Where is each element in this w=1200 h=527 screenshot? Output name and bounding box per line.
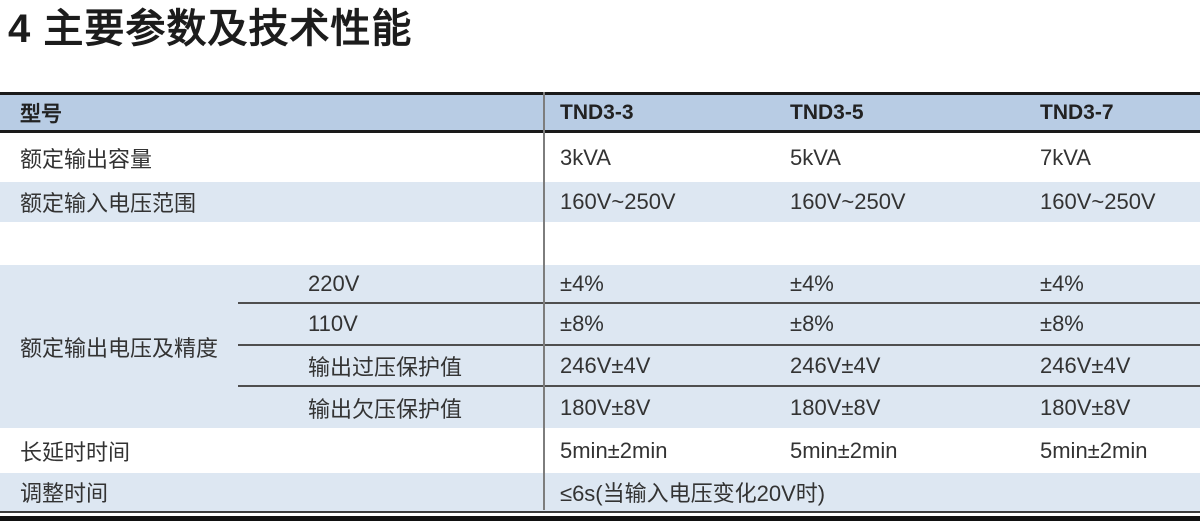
value-cell: 160V~250V <box>560 189 676 214</box>
value-cell: 160V~250V <box>790 189 906 214</box>
value-cell: 5min±2min <box>560 437 668 463</box>
column-divider-line <box>543 92 545 510</box>
value-cell: ±4% <box>560 270 604 296</box>
value-cell: 5min±2min <box>790 437 898 463</box>
subrow-220v: 220V ±4% ±4% ±4% <box>238 265 1200 304</box>
header-column-tnd3-5: TND3-5 <box>790 100 864 124</box>
value-cell: 180V±8V <box>1040 394 1131 420</box>
value-cell: 3kVA <box>560 144 611 170</box>
subrow-label: 110V <box>308 311 358 336</box>
header-column-tnd3-3: TND3-3 <box>560 100 634 124</box>
subrow-values: 246V±4V 246V±4V 246V±4V <box>545 346 1200 385</box>
value-cell: 180V±8V <box>790 394 881 420</box>
subrow-values: ±8% ±8% ±8% <box>545 304 1200 344</box>
value-cell: 246V±4V <box>1040 352 1131 378</box>
row-long-delay-time: 长延时时间 5min±2min 5min±2min 5min±2min <box>0 428 1200 473</box>
subrow-label: 输出过压保护值 <box>308 354 463 380</box>
value-cell: 5kVA <box>790 144 841 170</box>
value-cell: ±8% <box>790 311 834 336</box>
table-bottom-spacer <box>0 513 1200 516</box>
subrow-values: ±4% ±4% ±4% <box>545 265 1200 302</box>
subrow-overvoltage-protection: 输出过压保护值 246V±4V 246V±4V 246V±4V <box>238 346 1200 387</box>
row-values: 160V~250V 160V~250V 160V~250V <box>545 182 1200 222</box>
group-subrows: 220V ±4% ±4% ±4% 110V ±8% ±8% ±8% 输出过压保护… <box>238 265 1200 428</box>
table-bottom-thin-border <box>0 511 1200 513</box>
row-empty-spacer <box>0 222 1200 265</box>
subrow-values: 180V±8V 180V±8V 180V±8V <box>545 387 1200 428</box>
value-cell: 7kVA <box>1040 144 1091 170</box>
subrow-label: 220V <box>308 270 360 296</box>
subrow-110v: 110V ±8% ±8% ±8% <box>238 304 1200 346</box>
row-values: 5min±2min 5min±2min 5min±2min <box>545 428 1200 473</box>
value-cell-span: ≤6s(当输入电压变化20V时) <box>560 481 826 506</box>
row-values: 3kVA 5kVA 7kVA <box>545 133 1200 182</box>
row-rated-input-voltage-range: 额定输入电压范围 160V~250V 160V~250V 160V~250V <box>0 182 1200 222</box>
row-label: 长延时时间 <box>20 439 131 465</box>
row-group-rated-output-voltage-precision: 额定输出电压及精度 220V ±4% ±4% ±4% 110V ±8% ±8% … <box>0 265 1200 428</box>
row-rated-output-capacity: 额定输出容量 3kVA 5kVA 7kVA <box>0 133 1200 182</box>
header-bottom-border <box>0 130 1200 133</box>
header-column-tnd3-7: TND3-7 <box>1040 100 1114 124</box>
value-cell: ±8% <box>1040 311 1084 336</box>
value-cell: 160V~250V <box>1040 189 1156 214</box>
row-label: 额定输出容量 <box>20 146 153 172</box>
table-top-border <box>0 92 1200 95</box>
value-cell: ±4% <box>790 270 834 296</box>
row-label: 调整时间 <box>20 481 109 506</box>
header-model-columns: TND3-3 TND3-5 TND3-7 <box>545 95 1200 130</box>
table-header-row: 型号 TND3-3 TND3-5 TND3-7 <box>0 95 1200 130</box>
value-cell: 5min±2min <box>1040 437 1148 463</box>
value-cell: 246V±4V <box>790 352 881 378</box>
value-cell: 246V±4V <box>560 352 651 378</box>
group-label: 额定输出电压及精度 <box>20 335 219 361</box>
value-cell: ±8% <box>560 311 604 336</box>
page-title: 4 主要参数及技术性能 <box>8 7 413 51</box>
subrow-undervoltage-protection: 输出欠压保护值 180V±8V 180V±8V 180V±8V <box>238 387 1200 428</box>
table-bottom-thick-border <box>0 516 1200 521</box>
header-model-label: 型号 <box>20 102 62 126</box>
value-cell: ±4% <box>1040 270 1084 296</box>
row-label: 额定输入电压范围 <box>20 191 197 216</box>
subrow-label: 输出欠压保护值 <box>308 396 463 422</box>
row-adjust-time: 调整时间 ≤6s(当输入电压变化20V时) <box>0 473 1200 511</box>
spec-table: 型号 TND3-3 TND3-5 TND3-7 额定输出容量 3kVA 5kVA… <box>0 92 1200 521</box>
value-cell: 180V±8V <box>560 394 651 420</box>
